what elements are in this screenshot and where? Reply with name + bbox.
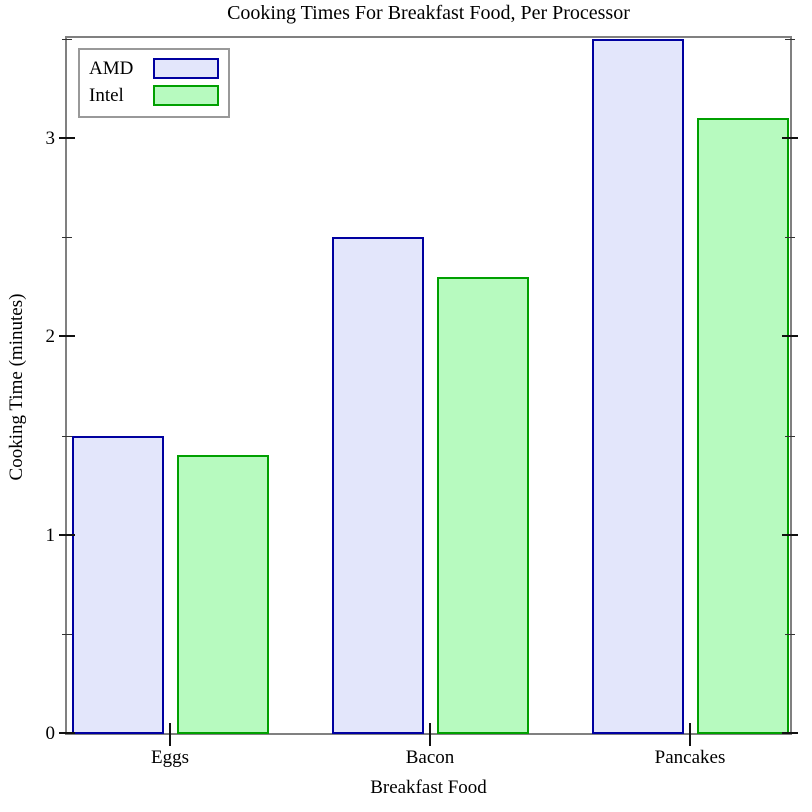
x-tick-pancakes: [689, 723, 691, 746]
x-tick-label-eggs: Eggs: [151, 747, 189, 768]
y-minor-tick-right: [785, 237, 795, 239]
legend-swatch-amd-icon: [153, 58, 219, 79]
bar-amd-pancakes: [592, 38, 684, 734]
y-major-tick-left: [59, 137, 75, 139]
y-tick-label: 2: [45, 326, 56, 348]
y-major-tick-right: [782, 533, 798, 536]
y-major-tick-right: [782, 137, 798, 139]
bar-intel-pancakes: [697, 118, 789, 734]
y-major-tick-left: [59, 533, 75, 536]
y-tick-label: 3: [45, 128, 56, 149]
x-tick-label-pancakes: Pancakes: [654, 747, 726, 768]
bar-intel-eggs: [177, 455, 269, 734]
legend-swatch-intel-icon: [153, 85, 219, 106]
y-major-tick-right: [782, 335, 798, 338]
legend: AMD Intel: [78, 48, 230, 118]
y-minor-tick-right: [785, 435, 795, 437]
y-minor-tick-left: [62, 435, 72, 437]
legend-item-intel: Intel: [89, 82, 219, 109]
y-minor-tick-left: [62, 237, 72, 239]
x-tick-eggs: [169, 723, 171, 746]
bar-amd-bacon: [332, 237, 424, 734]
y-axis-label: Cooking Time (minutes): [6, 293, 27, 481]
legend-item-amd: AMD: [89, 55, 219, 82]
x-axis-label: Breakfast Food: [370, 777, 487, 798]
legend-label-amd: AMD: [89, 58, 134, 79]
y-major-tick-left: [59, 335, 75, 338]
bar-intel-bacon: [437, 276, 529, 734]
y-minor-tick-right: [785, 38, 795, 40]
y-minor-tick-left: [62, 38, 72, 40]
y-minor-tick-right: [785, 633, 795, 635]
y-tick-label: 1: [45, 524, 56, 546]
chart-title: Cooking Times For Breakfast Food, Per Pr…: [227, 2, 630, 24]
y-tick-label: 0: [45, 723, 56, 744]
bar-amd-eggs: [72, 435, 164, 734]
x-tick-label-bacon: Bacon: [405, 747, 455, 768]
y-minor-tick-left: [62, 633, 72, 635]
y-major-tick-right: [782, 732, 798, 734]
y-major-tick-left: [59, 732, 75, 734]
legend-label-intel: Intel: [89, 85, 124, 106]
x-tick-bacon: [429, 723, 431, 746]
